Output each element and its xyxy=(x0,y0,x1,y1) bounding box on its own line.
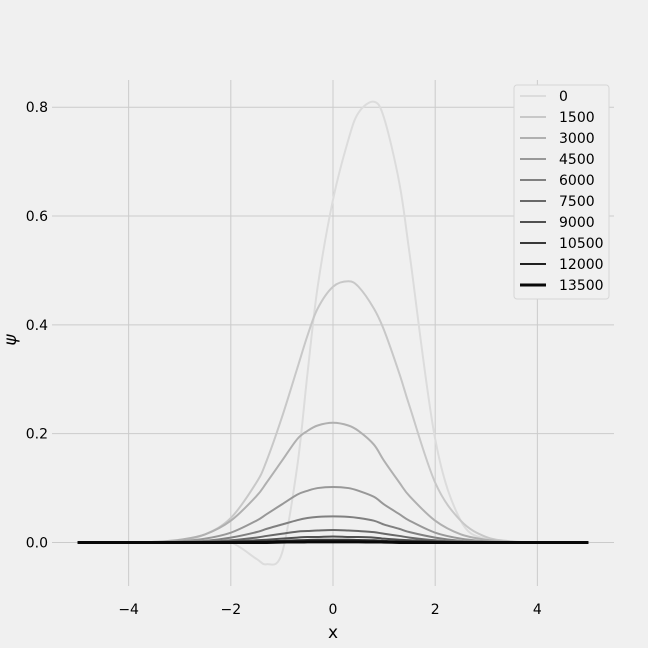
x-axis-label: x xyxy=(328,623,338,643)
legend-label: 7500 xyxy=(559,194,595,210)
series-line-13500 xyxy=(77,540,589,545)
y-tick-label: 0.0 xyxy=(26,535,48,551)
legend-label: 13500 xyxy=(559,278,604,294)
x-tick-label: −2 xyxy=(220,602,241,618)
y-tick-label: 0.2 xyxy=(26,427,48,443)
legend-label: 6000 xyxy=(559,173,595,189)
legend-label: 9000 xyxy=(559,215,595,231)
series-lines xyxy=(77,100,589,566)
x-tick-label: 0 xyxy=(329,602,338,618)
x-tick-label: −4 xyxy=(118,602,139,618)
tick-labels: −4 −2 0 2 4 0.0 0.2 0.4 0.6 0.8 xyxy=(26,100,542,618)
y-axis-label: ψ xyxy=(1,334,21,346)
y-tick-label: 0.8 xyxy=(26,100,48,116)
series-line-4500 xyxy=(77,485,589,544)
legend-label: 4500 xyxy=(559,152,595,168)
x-tick-label: 2 xyxy=(431,602,440,618)
legend-label: 12000 xyxy=(559,257,604,273)
series-line-3000 xyxy=(77,421,589,544)
y-tick-label: 0.6 xyxy=(26,209,48,225)
series-line-6000 xyxy=(77,515,589,544)
legend-label: 3000 xyxy=(559,131,595,147)
x-tick-label: 4 xyxy=(533,602,542,618)
legend: 0 1500 3000 4500 6000 7500 9000 10500 12000 13500 xyxy=(513,84,610,300)
legend-label: 10500 xyxy=(559,236,604,252)
legend-label: 0 xyxy=(559,89,568,105)
legend-label: 1500 xyxy=(559,110,595,126)
y-tick-label: 0.4 xyxy=(26,318,48,334)
